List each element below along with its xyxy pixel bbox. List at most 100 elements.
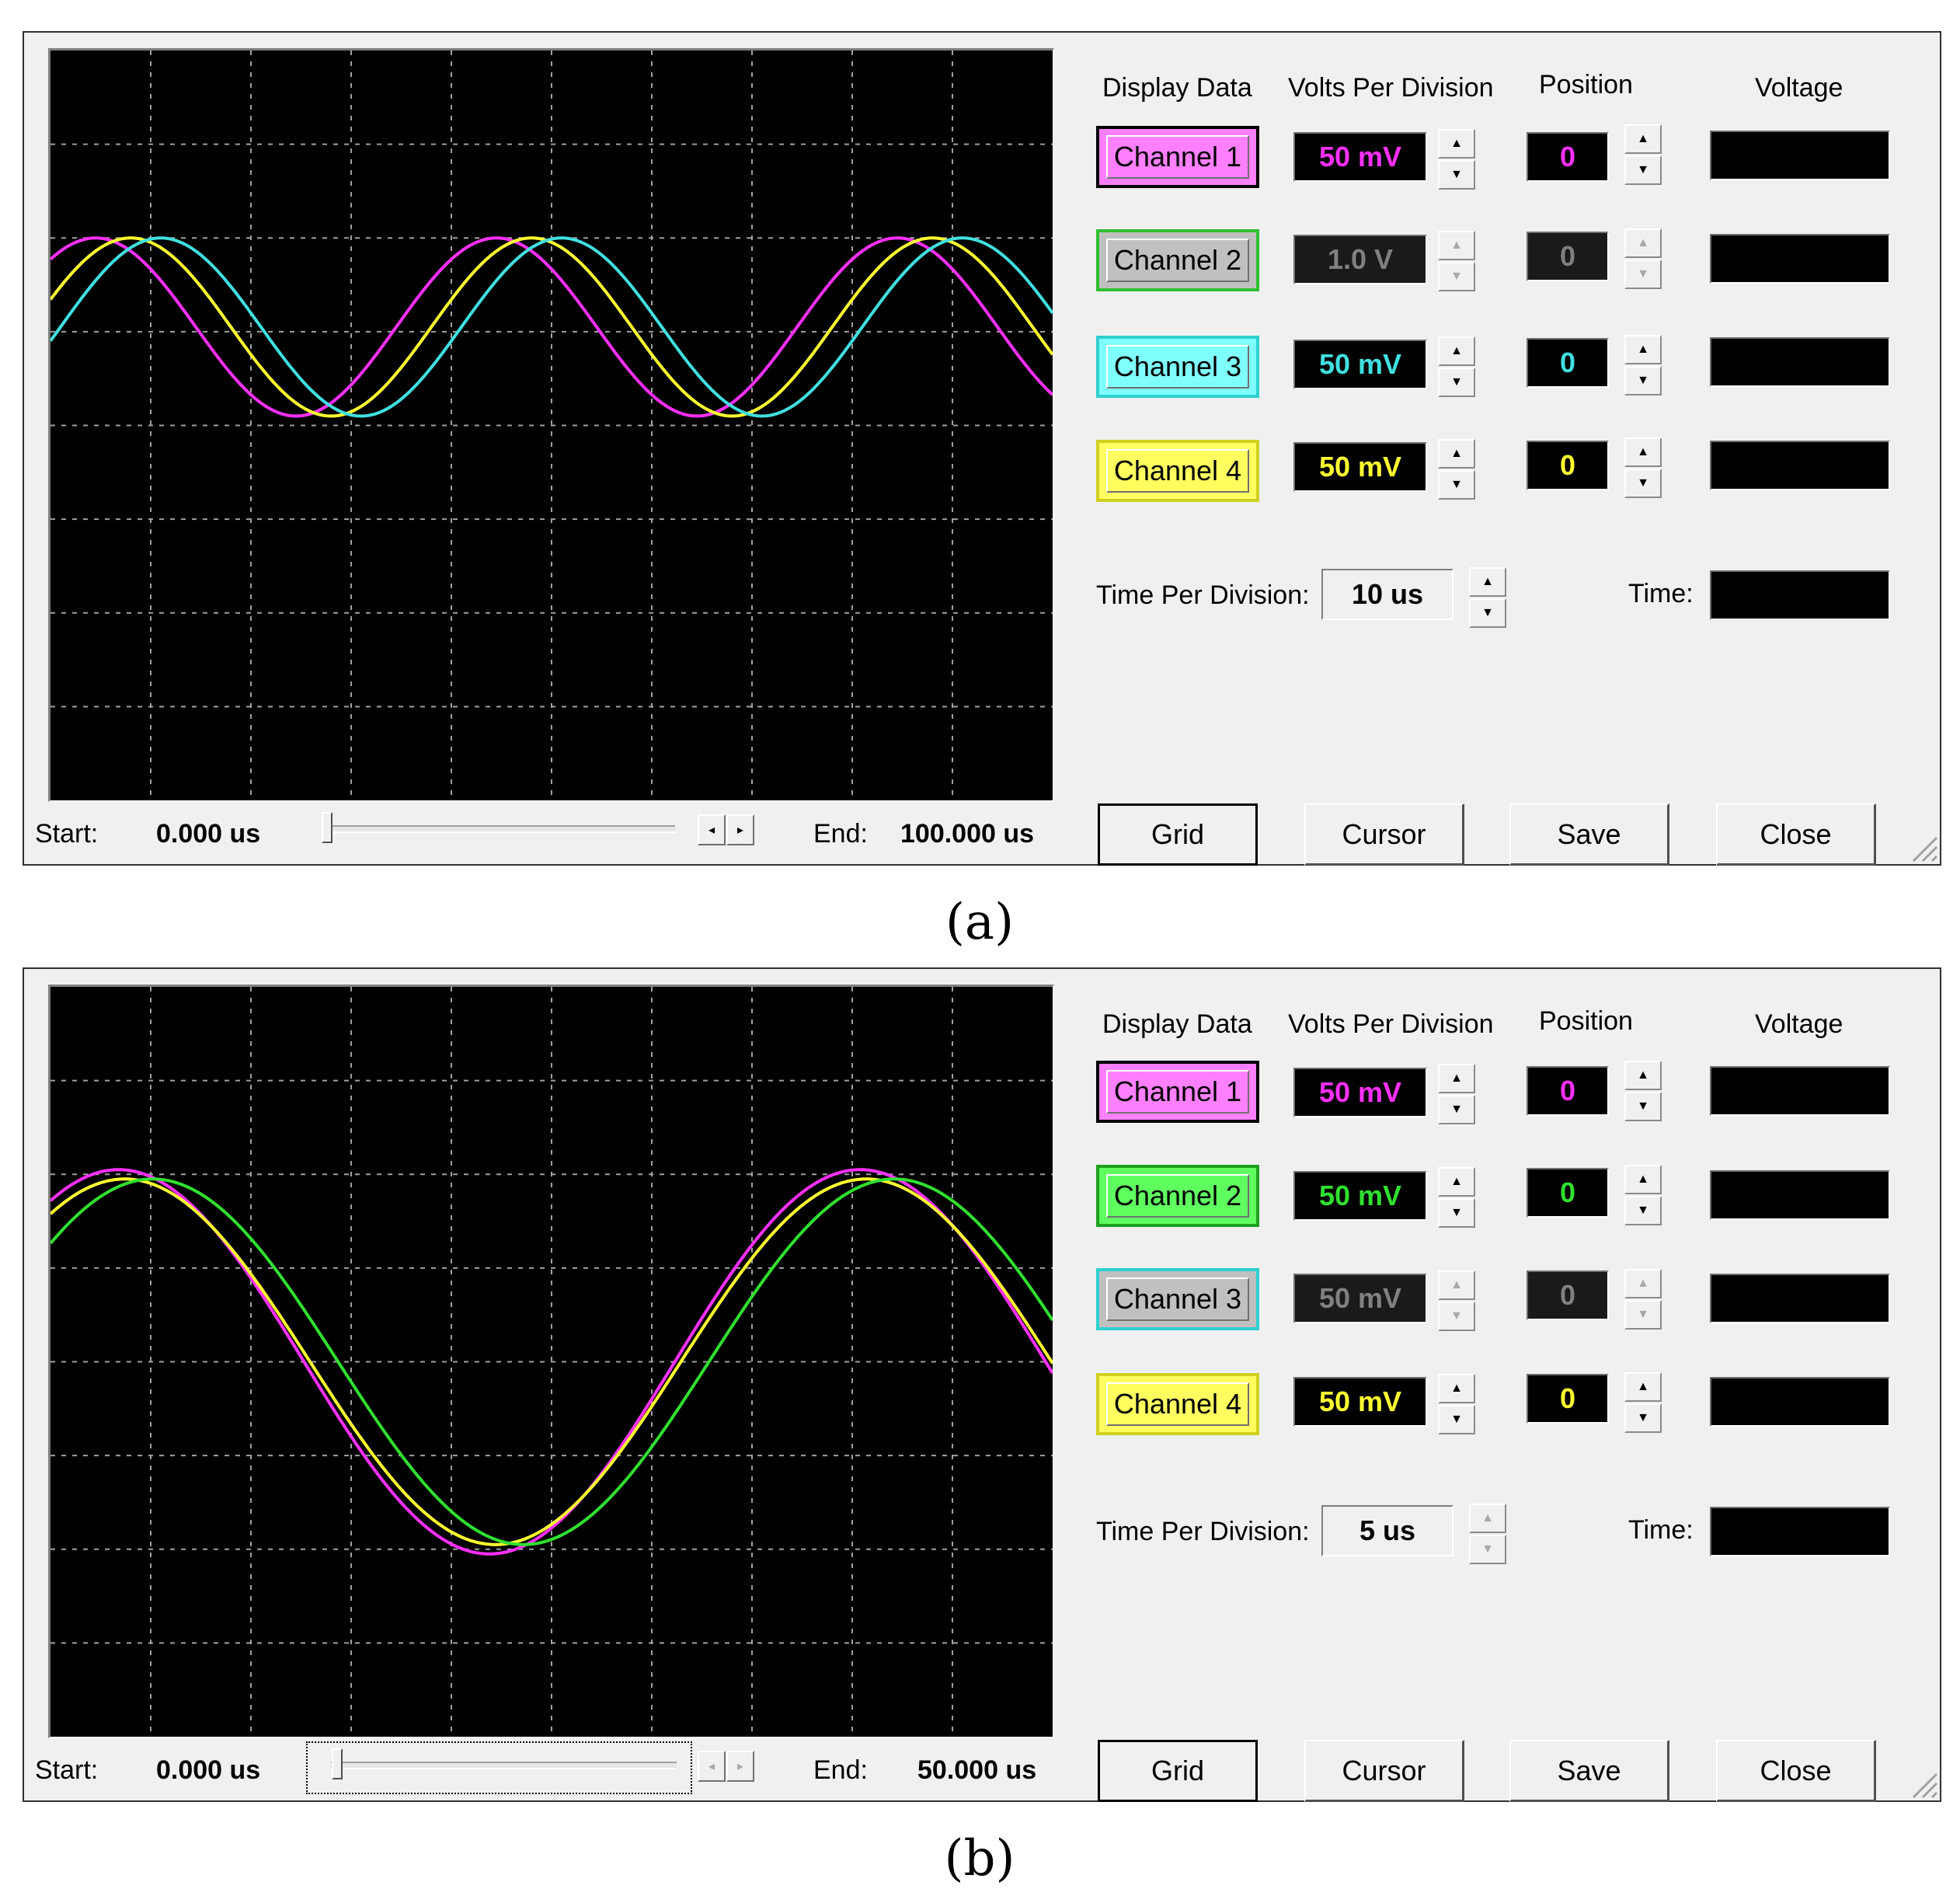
spin-up-icon[interactable]: ▲ xyxy=(1438,231,1475,260)
spin-down-icon[interactable]: ▼ xyxy=(1438,1302,1475,1331)
channel-1-button[interactable]: Channel 1 xyxy=(1096,1061,1259,1123)
spin-up-icon[interactable]: ▲ xyxy=(1624,437,1662,467)
end-label: End: xyxy=(813,819,868,849)
spin-down-icon[interactable]: ▼ xyxy=(1438,1405,1475,1434)
time-slider-track[interactable] xyxy=(331,1762,677,1769)
grid-button[interactable]: Grid xyxy=(1098,803,1258,866)
time-slider-thumb[interactable] xyxy=(332,1748,343,1779)
channel-2-button[interactable]: Channel 2 xyxy=(1096,1165,1259,1227)
spin-down-icon[interactable]: ▼ xyxy=(1438,368,1475,397)
time-readout xyxy=(1710,570,1890,620)
spin-up-icon[interactable]: ▲ xyxy=(1438,1064,1475,1093)
scope-display xyxy=(48,985,1054,1738)
spin-down-icon[interactable]: ▼ xyxy=(1438,1095,1475,1124)
spin-up-icon[interactable]: ▲ xyxy=(1624,1269,1662,1298)
spin-up-icon[interactable]: ▲ xyxy=(1438,1167,1475,1197)
spin-up-icon[interactable]: ▲ xyxy=(1438,129,1475,159)
vpd-spinner[interactable]: ▲ ▼ xyxy=(1438,1270,1475,1331)
spin-down-icon[interactable]: ▼ xyxy=(1469,1535,1506,1564)
position-spinner[interactable]: ▲ ▼ xyxy=(1624,335,1662,396)
position-readout: 0 xyxy=(1527,132,1609,182)
scope-plot xyxy=(50,987,1053,1737)
channel-2-button[interactable]: Channel 2 xyxy=(1096,229,1259,291)
time-per-division-spinner[interactable]: ▲ ▼ xyxy=(1469,1504,1506,1564)
vpd-spinner[interactable]: ▲ ▼ xyxy=(1438,439,1475,500)
spin-down-icon[interactable]: ▼ xyxy=(1624,469,1662,498)
spin-up-icon[interactable]: ▲ xyxy=(1624,1061,1662,1090)
spin-down-icon[interactable]: ▼ xyxy=(1624,1300,1662,1330)
voltage-readout xyxy=(1710,1066,1890,1116)
spin-up-icon[interactable]: ▲ xyxy=(1624,1165,1662,1194)
spin-down-icon[interactable]: ▼ xyxy=(1438,160,1475,190)
channel-3-button[interactable]: Channel 3 xyxy=(1096,336,1259,398)
spin-up-icon[interactable]: ▲ xyxy=(1624,124,1662,154)
position-readout: 0 xyxy=(1527,232,1609,281)
time-per-division-spinner[interactable]: ▲ ▼ xyxy=(1469,567,1506,628)
cursor-button[interactable]: Cursor xyxy=(1304,1740,1464,1802)
spin-up-icon[interactable]: ▲ xyxy=(1469,1504,1506,1533)
grid-button[interactable]: Grid xyxy=(1098,1740,1258,1802)
scroll-right-icon[interactable]: ▸ xyxy=(726,1751,754,1782)
spin-down-icon[interactable]: ▼ xyxy=(1469,598,1506,628)
vpd-spinner[interactable]: ▲ ▼ xyxy=(1438,336,1475,397)
position-spinner[interactable]: ▲ ▼ xyxy=(1624,1165,1662,1225)
spin-up-icon[interactable]: ▲ xyxy=(1438,1374,1475,1403)
spin-up-icon[interactable]: ▲ xyxy=(1438,439,1475,469)
channel-3-button[interactable]: Channel 3 xyxy=(1096,1268,1259,1330)
voltage-readout xyxy=(1710,337,1890,387)
oscilloscope-window-a: Display Data Volts Per Division Position… xyxy=(23,31,1941,866)
end-label: End: xyxy=(813,1755,868,1785)
scroll-right-icon[interactable]: ▸ xyxy=(726,814,754,845)
spin-down-icon[interactable]: ▼ xyxy=(1438,470,1475,500)
position-spinner[interactable]: ▲ ▼ xyxy=(1624,228,1662,289)
position-spinner[interactable]: ▲ ▼ xyxy=(1624,1269,1662,1330)
resize-grip-icon[interactable] xyxy=(1907,831,1938,863)
spin-down-icon[interactable]: ▼ xyxy=(1438,262,1475,291)
vpd-spinner[interactable]: ▲ ▼ xyxy=(1438,1064,1475,1124)
close-button[interactable]: Close xyxy=(1716,1740,1876,1802)
volts-per-division-readout: 50 mV xyxy=(1293,132,1427,182)
channel-4-button[interactable]: Channel 4 xyxy=(1096,1373,1259,1435)
spin-down-icon[interactable]: ▼ xyxy=(1438,1198,1475,1228)
spin-down-icon[interactable]: ▼ xyxy=(1624,1403,1662,1433)
oscilloscope-window-b: Display Data Volts Per Division Position… xyxy=(23,967,1941,1802)
volts-per-division-readout: 50 mV xyxy=(1293,1274,1427,1323)
channel-4-button[interactable]: Channel 4 xyxy=(1096,440,1259,502)
vpd-spinner[interactable]: ▲ ▼ xyxy=(1438,1374,1475,1434)
spin-up-icon[interactable]: ▲ xyxy=(1624,228,1662,258)
position-spinner[interactable]: ▲ ▼ xyxy=(1624,124,1662,185)
channel-1-button[interactable]: Channel 1 xyxy=(1096,126,1259,188)
time-per-division-field[interactable]: 10 us xyxy=(1321,569,1453,620)
start-value: 0.000 us xyxy=(156,1755,261,1785)
time-slider-thumb[interactable] xyxy=(322,812,332,843)
vpd-spinner[interactable]: ▲ ▼ xyxy=(1438,129,1475,190)
spin-down-icon[interactable]: ▼ xyxy=(1624,155,1662,185)
save-button[interactable]: Save xyxy=(1509,803,1669,866)
spin-up-icon[interactable]: ▲ xyxy=(1438,1270,1475,1300)
position-spinner[interactable]: ▲ ▼ xyxy=(1624,437,1662,498)
close-button[interactable]: Close xyxy=(1716,803,1876,866)
vpd-spinner[interactable]: ▲ ▼ xyxy=(1438,231,1475,291)
save-button[interactable]: Save xyxy=(1509,1740,1669,1802)
spin-down-icon[interactable]: ▼ xyxy=(1624,260,1662,289)
spin-up-icon[interactable]: ▲ xyxy=(1624,335,1662,364)
position-spinner[interactable]: ▲ ▼ xyxy=(1624,1372,1662,1433)
scroll-left-icon[interactable]: ◂ xyxy=(698,1751,726,1782)
position-readout: 0 xyxy=(1527,338,1609,388)
voltage-readout xyxy=(1710,1170,1890,1220)
spin-up-icon[interactable]: ▲ xyxy=(1624,1372,1662,1402)
channel-label: Channel 2 xyxy=(1106,239,1249,282)
time-per-division-field[interactable]: 5 us xyxy=(1321,1505,1453,1556)
cursor-button[interactable]: Cursor xyxy=(1304,803,1464,866)
spin-down-icon[interactable]: ▼ xyxy=(1624,1092,1662,1121)
vpd-spinner[interactable]: ▲ ▼ xyxy=(1438,1167,1475,1228)
slider-focus-rect xyxy=(306,1741,692,1794)
spin-up-icon[interactable]: ▲ xyxy=(1469,567,1506,597)
scroll-left-icon[interactable]: ◂ xyxy=(698,814,726,845)
position-spinner[interactable]: ▲ ▼ xyxy=(1624,1061,1662,1121)
spin-down-icon[interactable]: ▼ xyxy=(1624,366,1662,396)
spin-down-icon[interactable]: ▼ xyxy=(1624,1196,1662,1225)
spin-up-icon[interactable]: ▲ xyxy=(1438,336,1475,366)
resize-grip-icon[interactable] xyxy=(1907,1768,1938,1799)
time-slider-track[interactable] xyxy=(322,825,675,833)
